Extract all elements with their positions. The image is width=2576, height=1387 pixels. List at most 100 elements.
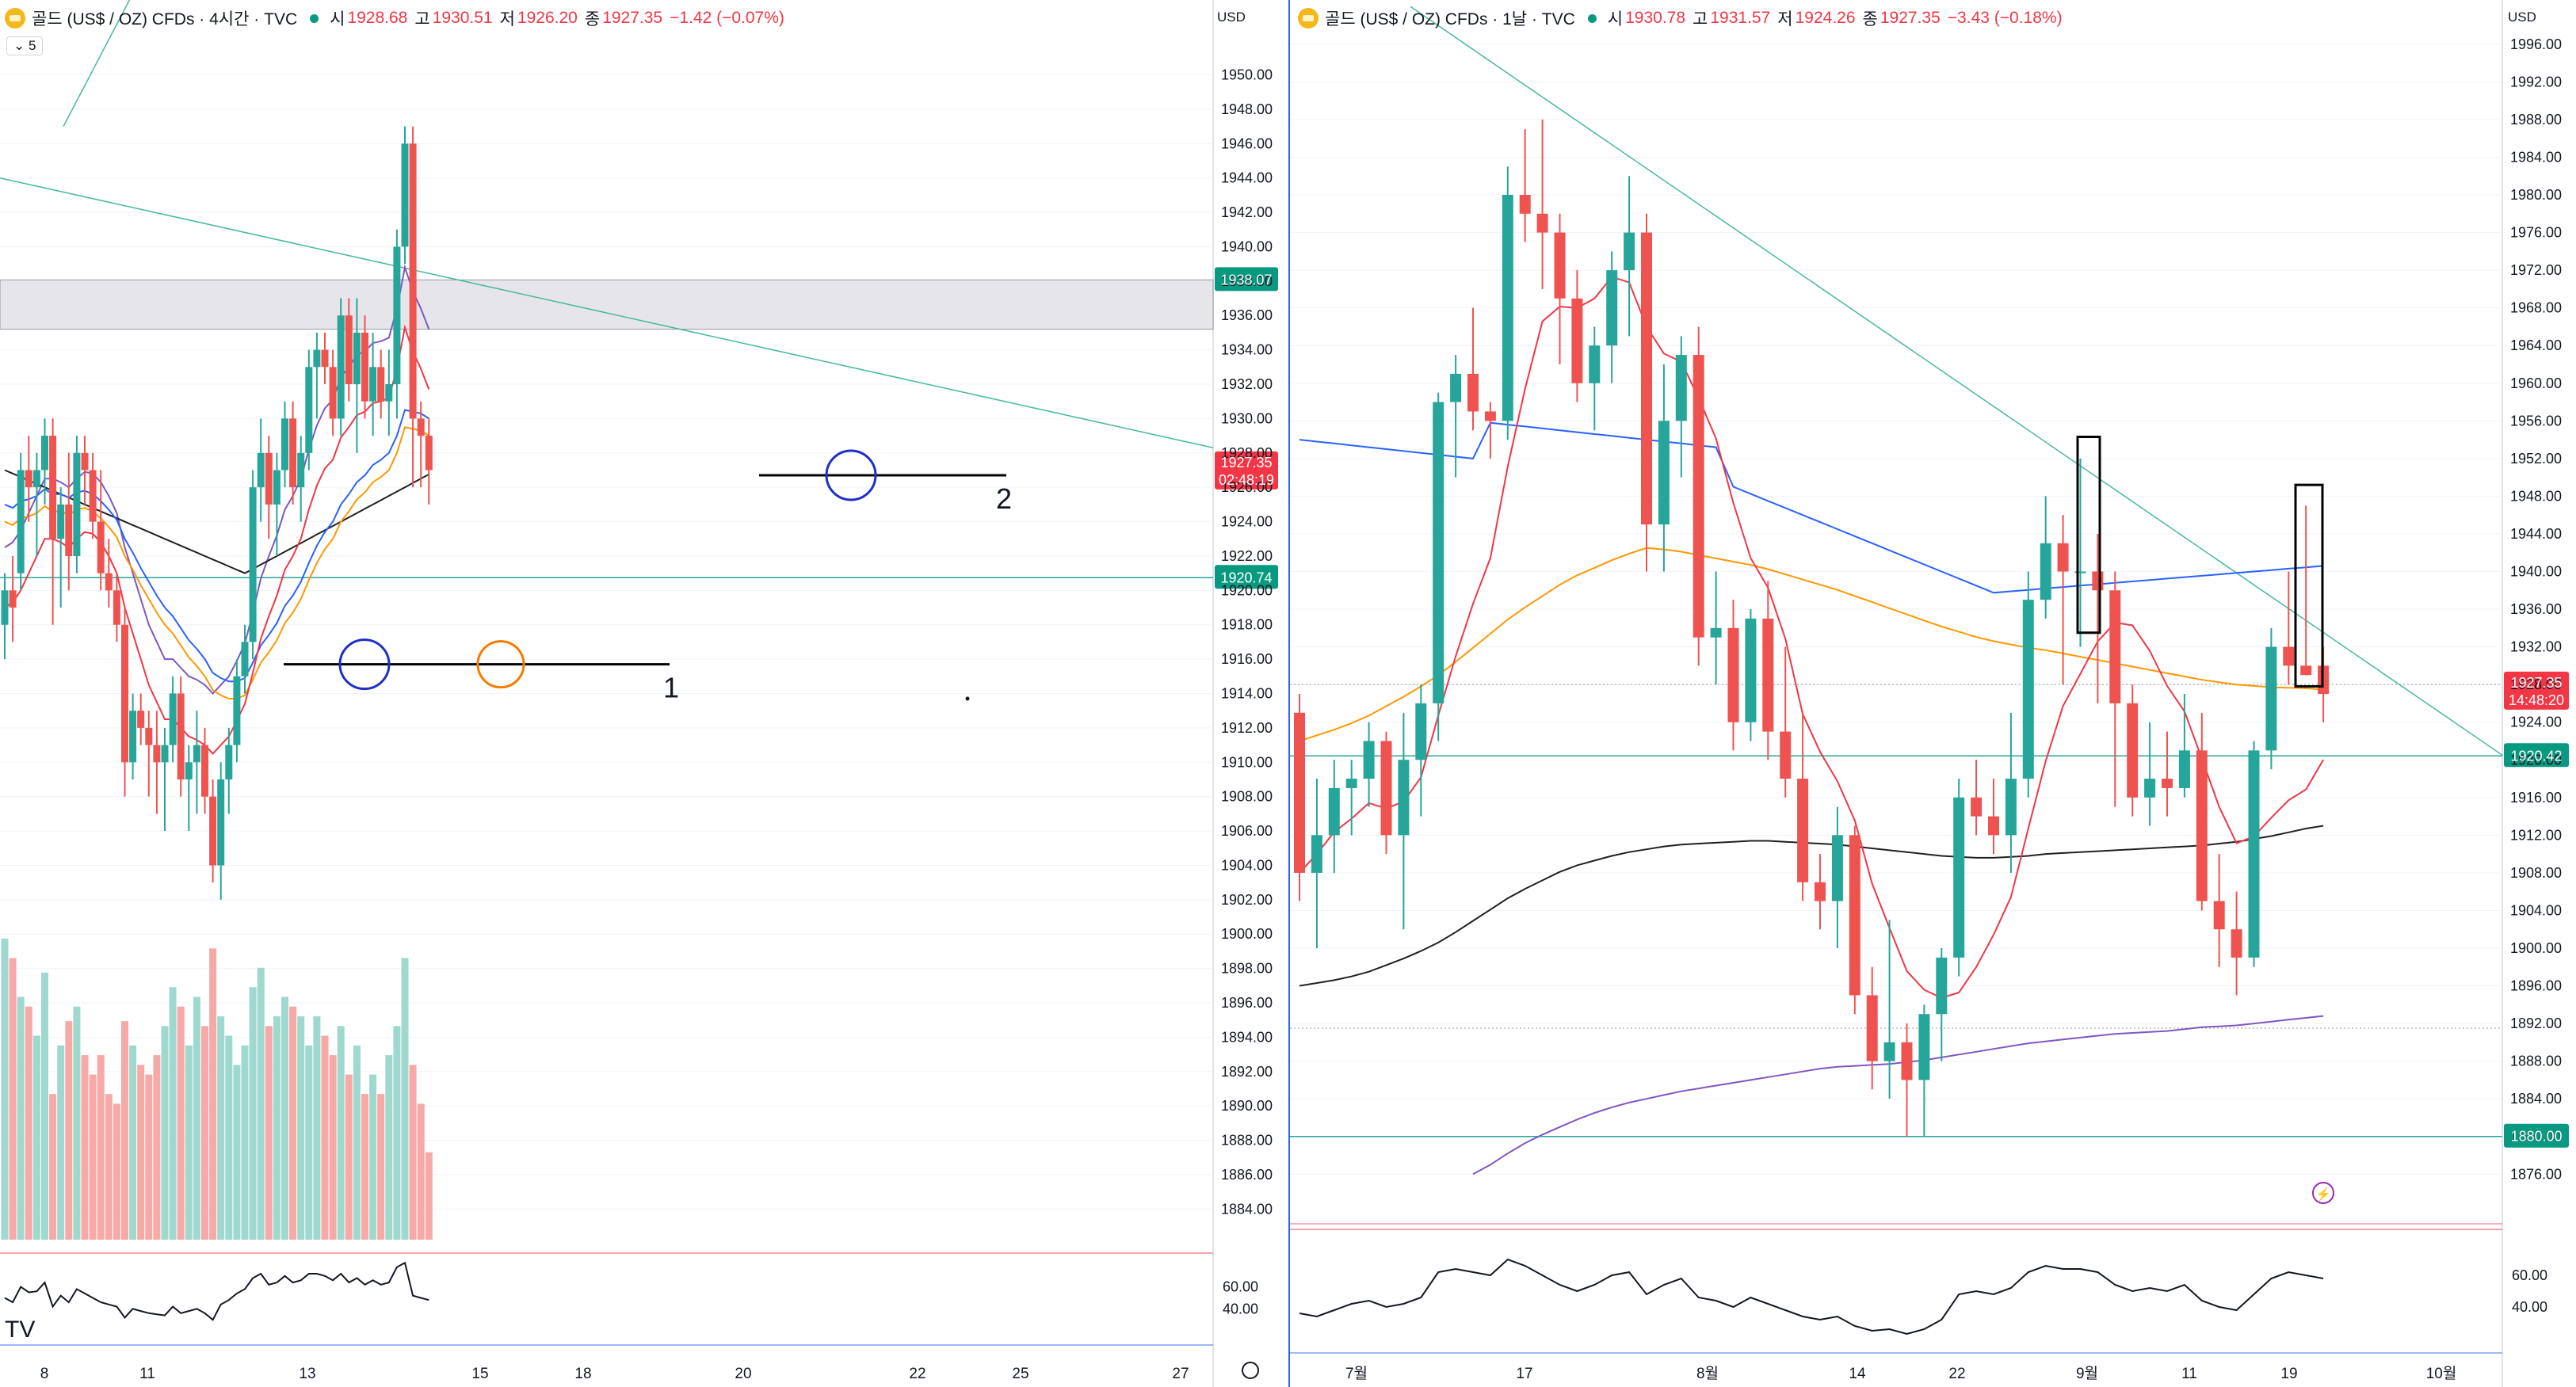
indicator-count: 5 xyxy=(28,38,36,53)
right-y-tick-label: 1904.00 xyxy=(2510,902,2562,918)
right-ema-red xyxy=(1299,276,2324,999)
left-rsi-tick-label: 60.00 xyxy=(1223,1279,1258,1295)
left-y-tick-label: 1920.00 xyxy=(1221,582,1273,598)
left-candle-body xyxy=(329,367,337,419)
right-level-tag-1920-bg xyxy=(2504,743,2569,768)
high-value: 1931.57 xyxy=(1710,9,1771,27)
high-label: 고 xyxy=(1693,10,1708,29)
left-y-tick-label: 1886.00 xyxy=(1221,1167,1273,1183)
close-value: 1927.35 xyxy=(1880,9,1941,27)
indicator-collapse-button[interactable]: ⌄ 5 xyxy=(6,36,44,55)
left-candle-body xyxy=(1,590,9,625)
left-volume-bar xyxy=(369,1074,377,1240)
right-candle-body xyxy=(1745,618,1757,722)
left-x-tick-label: 25 xyxy=(1012,1366,1028,1382)
left-volume-bar xyxy=(1,939,9,1240)
left-y-tick-label: 1896.00 xyxy=(1221,995,1273,1011)
left-y-tick-label: 1892.00 xyxy=(1221,1064,1273,1080)
right-candle-body xyxy=(1484,411,1496,421)
left-level-tag-1920-bg xyxy=(1215,565,1278,589)
right-x-tick-label: 17 xyxy=(1516,1366,1532,1382)
left-level-tag-1938-bg xyxy=(1215,267,1278,291)
right-level-tag-1880: 1880.00 xyxy=(2510,1129,2562,1145)
right-x-tick-label: 19 xyxy=(2280,1366,2297,1382)
right-rsi-tick-label: 40.00 xyxy=(2512,1299,2547,1315)
right-y-tick-label: 1984.00 xyxy=(2510,149,2562,165)
left-volume-bar xyxy=(73,1006,81,1240)
left-y-tick-label: 1938.00 xyxy=(1221,273,1273,289)
left-candle-body xyxy=(89,470,97,522)
left-volume-bar xyxy=(129,1045,137,1240)
left-candle-body xyxy=(9,590,17,608)
left-candle-body xyxy=(377,367,385,402)
right-x-tick-label: 8월 xyxy=(1696,1365,1719,1382)
left-volume-bar xyxy=(9,958,17,1240)
left-level-tag-1938: 1938.07 xyxy=(1220,272,1272,288)
annotation-dot xyxy=(965,696,970,701)
left-candle-body xyxy=(225,745,233,779)
left-volume-bar xyxy=(153,1055,161,1240)
right-candle-body xyxy=(1345,779,1357,788)
left-y-tick-label: 1894.00 xyxy=(1221,1029,1273,1045)
right-currency-label[interactable]: USD xyxy=(2508,10,2536,25)
left-y-tick-label: 1898.00 xyxy=(1221,961,1273,977)
left-price-tag-bg xyxy=(1215,451,1278,490)
left-y-tick-label: 1944.00 xyxy=(1221,170,1273,186)
right-ma-black xyxy=(1299,825,2324,987)
left-y-tick-label: 1888.00 xyxy=(1221,1133,1273,1149)
left-x-tick-label: 22 xyxy=(909,1366,925,1382)
right-candle-body xyxy=(2022,600,2034,779)
left-x-tick-label: 11 xyxy=(139,1366,155,1382)
right-candle-body xyxy=(1710,627,1722,638)
low-value: 1924.26 xyxy=(1795,9,1856,27)
right-y-tick-label: 1940.00 xyxy=(2510,564,2562,580)
left-candle-body xyxy=(185,762,193,779)
right-y-tick-label: 1980.00 xyxy=(2510,187,2562,203)
left-volume-bar xyxy=(417,1103,425,1240)
right-candle-body xyxy=(1971,797,1983,817)
right-y-tick-label: 1976.00 xyxy=(2510,225,2562,241)
right-candle-body xyxy=(1450,373,1462,402)
left-trendline xyxy=(0,177,1214,449)
right-level-tag-1880-bg xyxy=(2504,1123,2569,1148)
right-countdown: 14:48:20 xyxy=(2509,692,2564,708)
left-candle-body xyxy=(353,332,361,385)
right-price-tag: 1927.35 xyxy=(2510,675,2562,691)
open-label: 시 xyxy=(1607,10,1624,29)
right-trendline xyxy=(1410,6,2503,756)
right-y-tick-label: 1960.00 xyxy=(2510,375,2562,391)
left-volume-bar xyxy=(225,1035,233,1240)
left-volume-bar xyxy=(137,1065,145,1240)
right-symbol-header[interactable]: 골드 (US$ / OZ) CFDs · 1날 · TVC 시 1930.78 고… xyxy=(1298,0,2070,36)
left-candle-body xyxy=(297,452,305,488)
left-volume-bar xyxy=(321,1035,329,1240)
right-rsi-tick-label: 60.00 xyxy=(2512,1267,2547,1283)
left-volume-bar xyxy=(41,972,48,1240)
left-candle-body xyxy=(153,745,161,763)
left-volume-bar xyxy=(385,1055,393,1240)
left-candle-body xyxy=(305,367,313,453)
right-candle-body xyxy=(1815,882,1826,901)
right-y-tick-label: 1876.00 xyxy=(2510,1166,2562,1182)
left-y-tick-label: 1910.00 xyxy=(1221,754,1273,770)
right-y-tick-label: 1884.00 xyxy=(2510,1091,2562,1107)
left-y-tick-label: 1936.00 xyxy=(1221,307,1273,323)
left-symbol-header[interactable]: 골드 (US$ / OZ) CFDs · 4시간 · TVC 시 1928.68 … xyxy=(5,0,792,36)
right-candle-body xyxy=(1502,195,1513,421)
left-candle-body xyxy=(161,745,169,763)
left-candle-body xyxy=(393,246,401,385)
right-candle-body xyxy=(1519,195,1531,214)
left-volume-bar xyxy=(329,1055,337,1240)
right-candle-body xyxy=(1883,1042,1895,1061)
right-x-tick-label: 22 xyxy=(1948,1366,1965,1382)
left-volume-bar xyxy=(201,1026,208,1240)
change-value: −3.43 (−0.18%) xyxy=(1947,9,2063,27)
left-volume-bar xyxy=(345,1074,353,1240)
left-candle-body xyxy=(193,745,200,763)
right-candle-body xyxy=(2213,901,2225,930)
right-y-tick-label: 1932.00 xyxy=(2510,639,2562,655)
left-x-tick-label: 18 xyxy=(574,1366,591,1382)
right-candle-body xyxy=(2109,590,2121,703)
left-currency-label[interactable]: USD xyxy=(1217,10,1246,25)
right-candle-body xyxy=(1554,232,1566,299)
